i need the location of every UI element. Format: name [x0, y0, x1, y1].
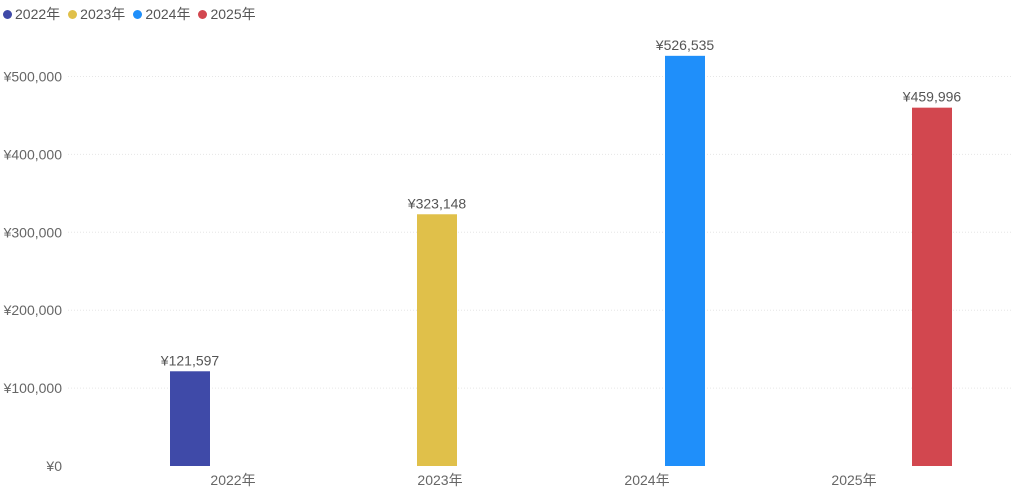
- bar-2024年[interactable]: [665, 55, 705, 467]
- legend-item-2024[interactable]: 2024年: [133, 4, 190, 24]
- y-tick-label: ¥200,000: [3, 302, 63, 318]
- legend-dot-icon: [3, 9, 12, 19]
- bar-2023年[interactable]: [417, 214, 457, 466]
- legend-item-2025[interactable]: 2025年: [198, 4, 256, 24]
- legend-item-2023[interactable]: 2023年: [68, 4, 125, 24]
- legend-label-2023: 2023年: [80, 6, 126, 22]
- legend-dot-icon: [68, 9, 78, 19]
- y-tick-label: ¥500,000: [3, 69, 63, 85]
- legend-label-2022: 2022年: [15, 6, 61, 22]
- y-tick-label: ¥300,000: [3, 224, 63, 240]
- y-tick-label: ¥0: [45, 458, 62, 474]
- legend-label-2024: 2024年: [145, 6, 191, 22]
- bar-2022年[interactable]: [170, 371, 210, 466]
- data-label: ¥526,535: [655, 37, 715, 53]
- y-tick-label: ¥400,000: [3, 146, 63, 162]
- legend-dot-icon: [133, 9, 143, 19]
- x-tick-label: 2025年: [831, 472, 876, 488]
- x-tick-label: 2024年: [624, 472, 669, 488]
- y-tick-label: ¥100,000: [3, 380, 63, 396]
- data-label: ¥323,148: [407, 195, 467, 211]
- bar-2025年[interactable]: [912, 107, 952, 466]
- legend: 2022年 2023年 2024年 2025年: [3, 4, 256, 24]
- legend-label-2025: 2025年: [210, 6, 256, 22]
- legend-item-2022[interactable]: 2022年: [3, 4, 60, 24]
- x-tick-label: 2023年: [417, 472, 462, 488]
- data-label: ¥459,996: [902, 89, 962, 105]
- legend-dot-icon: [198, 9, 208, 19]
- data-label: ¥121,597: [160, 352, 220, 368]
- x-tick-label: 2022年: [210, 472, 255, 488]
